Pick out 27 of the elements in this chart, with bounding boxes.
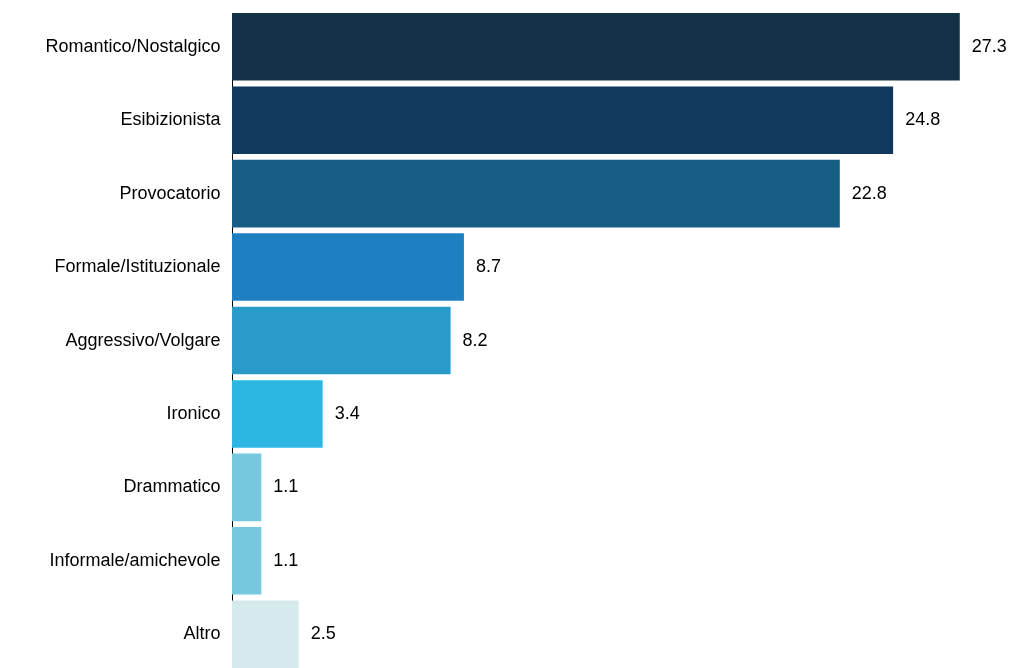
y-tick-label: Drammatico bbox=[123, 476, 221, 497]
bar bbox=[232, 380, 323, 448]
data-label: 1.1 bbox=[273, 549, 299, 570]
bar bbox=[232, 159, 840, 228]
bar bbox=[232, 86, 894, 154]
y-tick-label: Formale/Istituzionale bbox=[54, 256, 221, 277]
data-label: 8.7 bbox=[475, 256, 501, 277]
bar bbox=[232, 306, 451, 375]
bar bbox=[232, 233, 464, 301]
bar bbox=[232, 13, 960, 81]
y-tick-label: Provocatorio bbox=[119, 182, 221, 203]
y-tick-label: Aggressivo/Volgare bbox=[65, 329, 221, 350]
data-label: 27.3 bbox=[971, 35, 1007, 56]
bar bbox=[232, 527, 262, 595]
data-label: 22.8 bbox=[851, 182, 887, 203]
data-label: 2.5 bbox=[310, 623, 336, 644]
bar bbox=[232, 600, 299, 668]
data-label: 8.2 bbox=[462, 329, 488, 350]
data-label: 3.4 bbox=[334, 402, 360, 423]
data-label: 1.1 bbox=[273, 476, 299, 497]
bar bbox=[232, 453, 262, 522]
y-tick-label: Esibizionista bbox=[120, 109, 222, 130]
y-tick-label: Altro bbox=[183, 623, 221, 644]
y-tick-label: Romantico/Nostalgico bbox=[45, 35, 221, 56]
y-tick-label: Ironico bbox=[166, 402, 221, 423]
y-tick-label: Informale/amichevole bbox=[49, 549, 221, 570]
data-label: 24.8 bbox=[905, 109, 941, 130]
